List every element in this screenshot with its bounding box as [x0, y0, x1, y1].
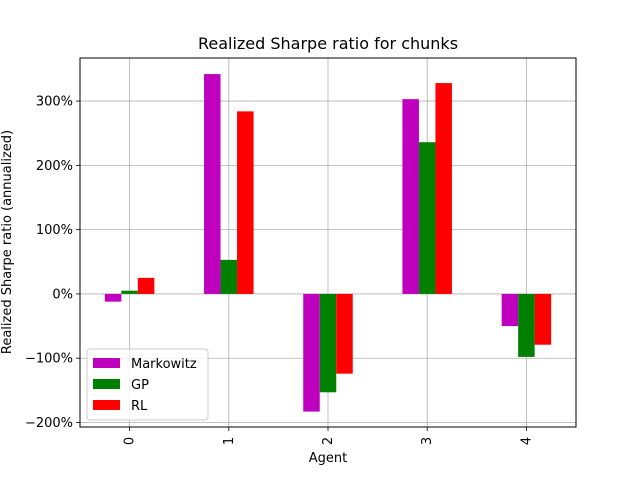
bar-gp-3 — [418, 142, 436, 294]
y-tick-label: 300% — [36, 95, 73, 110]
y-tick-label: 200% — [36, 159, 73, 174]
x-tick-label: 4 — [519, 437, 534, 445]
bar-rl-2 — [336, 293, 353, 374]
bar-markowitz-3 — [402, 99, 419, 294]
x-axis-label: Agent — [309, 451, 347, 466]
x-tick-label: 0 — [123, 437, 138, 445]
y-tick-label: −200% — [25, 416, 73, 431]
y-tick-label: 100% — [36, 223, 73, 238]
bar-markowitz-4 — [501, 293, 519, 327]
y-axis-label: Realized Sharpe ratio (annualized) — [0, 130, 15, 354]
x-tick-label: 2 — [321, 437, 336, 445]
bar-rl-4 — [534, 293, 552, 345]
chart-title: Realized Sharpe ratio for chunks — [198, 34, 458, 53]
y-tick-label: 0% — [52, 287, 73, 302]
bar-markowitz-2 — [303, 293, 320, 412]
bar-rl-1 — [237, 111, 254, 294]
legend-label-markowitz: Markowitz — [131, 357, 197, 372]
grid — [80, 58, 576, 427]
bar-markowitz-1 — [204, 74, 221, 294]
bars — [104, 74, 552, 412]
y-tick-label: −100% — [25, 352, 73, 367]
bar-gp-2 — [319, 293, 337, 393]
bar-gp-0 — [121, 290, 138, 294]
bar-markowitz-0 — [104, 293, 122, 302]
bar-gp-1 — [220, 259, 238, 294]
x-tick-label: 1 — [222, 437, 237, 445]
bar-gp-4 — [518, 293, 535, 357]
legend-label-gp: GP — [131, 378, 149, 393]
legend-label-rl: RL — [131, 399, 148, 414]
bar-rl-3 — [435, 83, 452, 294]
x-tick-label: 3 — [420, 437, 435, 445]
bar-rl-0 — [137, 277, 155, 294]
legend-swatch-gp — [93, 379, 120, 389]
legend: Markowitz GP RL — [86, 348, 209, 421]
legend-swatch-rl — [93, 400, 120, 410]
ticks: 0 1 2 3 4 −200% −100% 0% 100% 200% 300% — [25, 95, 534, 446]
legend-swatch-markowitz — [93, 358, 120, 368]
